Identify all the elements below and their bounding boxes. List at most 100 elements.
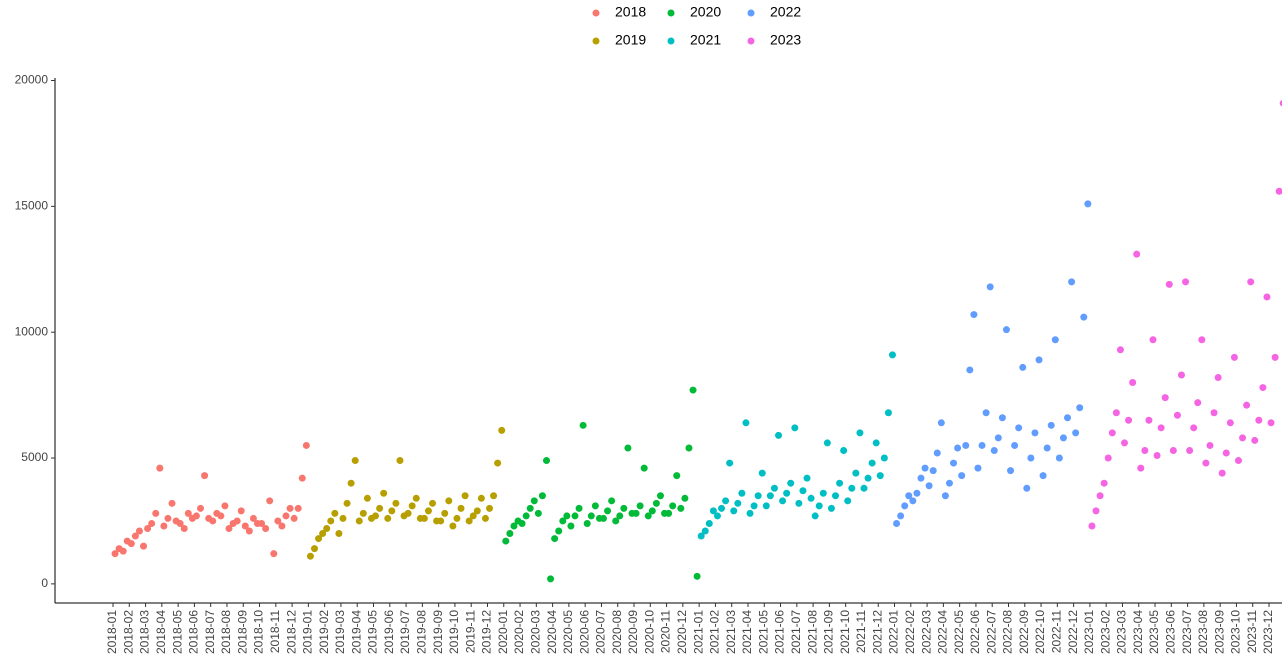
point [119,547,127,555]
point [775,431,783,439]
point [1104,454,1112,462]
legend-marker [667,37,675,45]
legend-marker [747,9,755,17]
point [1125,416,1133,424]
point [310,545,318,553]
point [445,497,453,505]
x-tick-label: 2019-04 [349,610,363,654]
point [437,517,445,525]
point [245,527,253,535]
point [941,492,949,500]
point [420,514,428,522]
x-tick-label: 2021-04 [740,610,754,654]
point [726,459,734,467]
x-tick-label: 2023-05 [1147,610,1161,654]
point [750,502,758,510]
point [876,472,884,480]
point [347,479,355,487]
point [563,512,571,520]
point [1080,313,1088,321]
point [1059,434,1067,442]
point [502,537,510,545]
point [970,311,978,319]
point [652,499,660,507]
point [343,499,351,507]
point [929,467,937,475]
point [669,502,677,510]
x-tick-label: 2019-09 [431,610,445,654]
point [832,492,839,500]
point [1222,449,1230,457]
point [551,535,559,543]
point [990,446,998,454]
point [258,519,266,527]
point [827,504,835,512]
point [868,459,876,467]
point [1251,436,1259,444]
point [506,530,514,538]
point [1112,409,1120,417]
point [1149,336,1157,344]
point [282,512,290,520]
x-tick-label: 2021-07 [789,610,803,654]
point [762,502,770,510]
point [1121,439,1128,447]
x-tick-label: 2022-08 [1001,610,1015,654]
point [937,419,945,427]
point [998,414,1006,422]
legend-label: 2021 [690,32,721,48]
y-tick-label: 15000 [15,199,49,213]
x-tick-label: 2018-05 [170,610,184,654]
point [449,522,457,530]
point [1263,293,1271,301]
point [1234,457,1242,465]
point [1023,484,1031,492]
x-tick-label: 2019-10 [447,610,461,654]
x-tick-label: 2018-02 [121,610,135,654]
point [1088,522,1096,530]
point [1108,429,1116,437]
x-tick-label: 2021-09 [822,610,836,654]
point [620,504,628,512]
point [144,525,152,533]
point [1064,414,1072,422]
x-tick-label: 2018-10 [252,610,266,654]
point [327,517,335,525]
point [201,472,209,480]
x-tick-label: 2023-04 [1131,610,1145,654]
point [974,464,982,472]
point [1259,384,1267,392]
point [913,489,921,497]
point [799,487,807,495]
legend-label: 2023 [770,32,801,48]
point [331,509,339,517]
point [176,519,184,527]
point [1214,373,1222,381]
point [1047,421,1055,429]
point [131,532,139,540]
x-tick-label: 2020-07 [594,610,608,654]
legend-marker [592,9,600,17]
point [1202,459,1210,467]
legend-label: 2020 [690,4,721,20]
point [1141,446,1149,454]
x-tick-label: 2020-05 [561,610,575,654]
point [893,519,901,527]
point [441,509,449,517]
point [864,474,872,482]
point [636,502,644,510]
x-tick-label: 2021-02 [708,610,722,654]
point [298,474,306,482]
point [962,441,970,449]
point [624,444,632,452]
point [815,502,823,510]
point [1043,444,1051,452]
point [685,444,693,452]
point [1169,446,1177,454]
point [290,514,298,522]
point [795,499,803,507]
point [730,507,738,515]
point [681,494,689,502]
point [1194,399,1202,407]
point [1218,469,1226,477]
